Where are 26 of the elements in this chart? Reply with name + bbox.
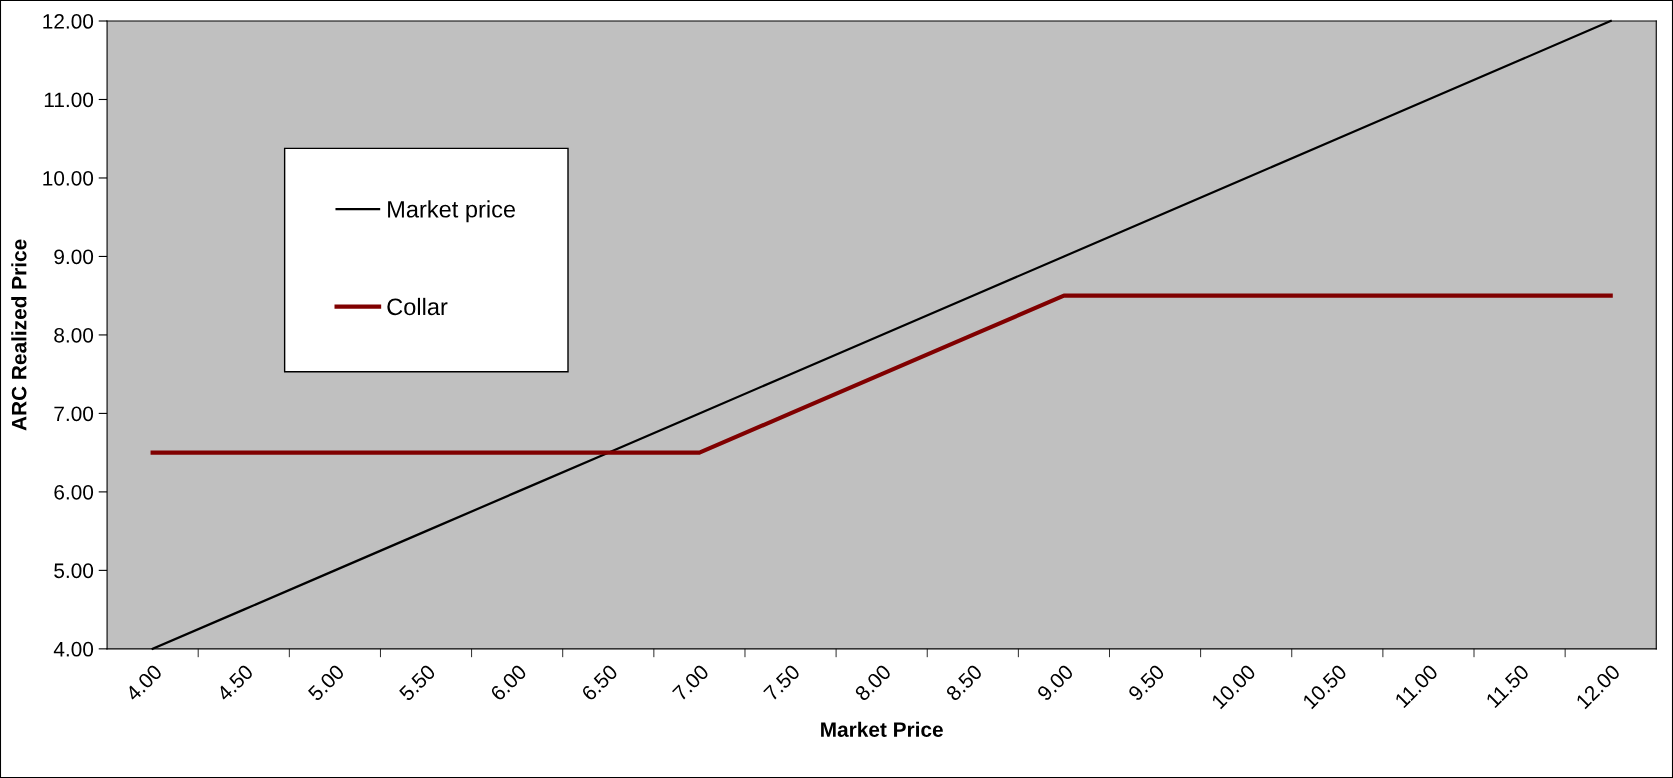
y-tick-label: 5.00 (54, 563, 94, 579)
y-tick-label: 4.00 (53, 641, 94, 657)
y-tick-label: 11.00 (44, 92, 94, 108)
x-tick-label: 7.50 (763, 663, 801, 702)
y-tick-label: 12.00 (43, 14, 94, 29)
x-tick-label: 7.00 (671, 663, 710, 702)
x-tick-label: 5.00 (307, 663, 346, 702)
legend-label: Market price (388, 200, 516, 223)
x-axis-title: Market Price (821, 721, 943, 737)
x-tick-label: 5.50 (398, 663, 437, 702)
x-tick-label: 8.00 (854, 663, 892, 702)
y-tick-label: 6.00 (54, 484, 94, 500)
y-tick-label: 7.00 (54, 406, 94, 422)
x-tick-label: 9.50 (1127, 663, 1166, 702)
y-tick-label: 9.00 (54, 249, 94, 265)
legend-label: Collar (387, 297, 448, 316)
x-tick-label: 9.00 (1036, 663, 1075, 702)
x-tick-label: 4.50 (215, 663, 255, 702)
line-series (150, 293, 1613, 455)
y-tick-label: 10.00 (43, 170, 94, 186)
y-axis-title: ARC Realized Price (11, 239, 27, 431)
x-tick-label: 4.00 (124, 663, 163, 702)
y-tick-label: 8.00 (54, 327, 94, 343)
x-tick-label: 6.00 (489, 663, 528, 702)
x-tick-label: 8.50 (945, 663, 984, 702)
x-tick-label: 6.50 (580, 663, 619, 702)
